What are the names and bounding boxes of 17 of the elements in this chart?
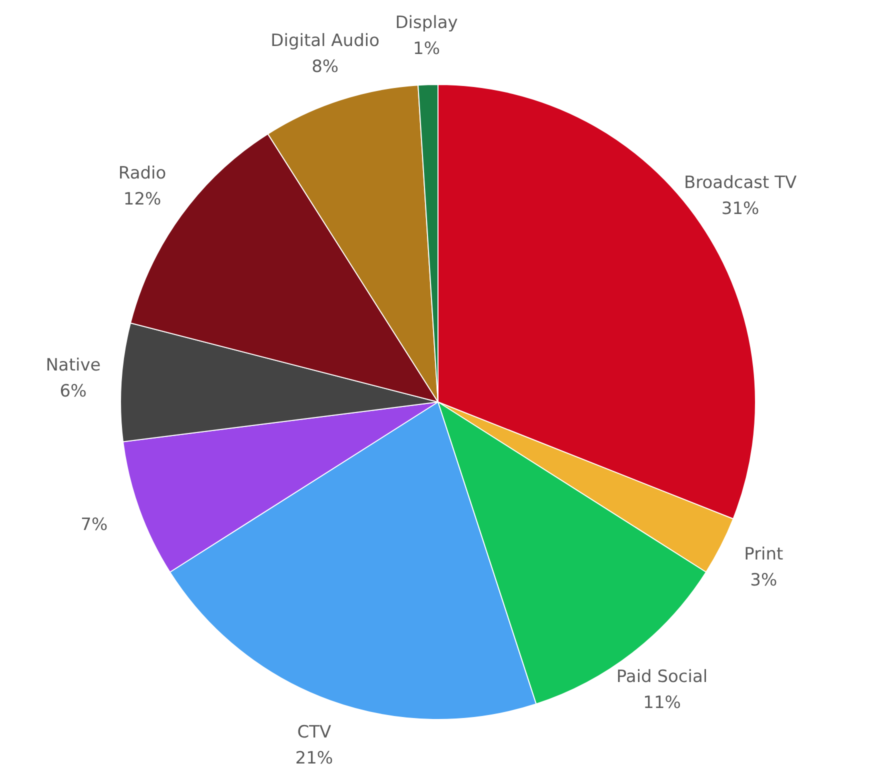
slice-label: Digital Audio: [270, 30, 380, 51]
data-label: 7%: [80, 515, 108, 536]
slice-label: Radio: [118, 164, 166, 184]
slice-label: Broadcast TV: [684, 172, 797, 193]
data-label: 31%: [721, 198, 760, 219]
data-label: 8%: [312, 56, 339, 77]
slice-label: Display: [395, 13, 458, 34]
data-label: 12%: [123, 190, 162, 210]
data-label: 21%: [295, 748, 334, 768]
data-label: 6%: [60, 381, 87, 402]
data-label: 11%: [643, 693, 681, 714]
data-label: 3%: [750, 570, 778, 590]
slice-label: CTV: [297, 722, 332, 742]
data-label: 1%: [413, 39, 440, 60]
slice-label: Print: [744, 544, 784, 564]
slice-label: Native: [46, 355, 101, 376]
slice-label: Paid Social: [616, 667, 708, 688]
